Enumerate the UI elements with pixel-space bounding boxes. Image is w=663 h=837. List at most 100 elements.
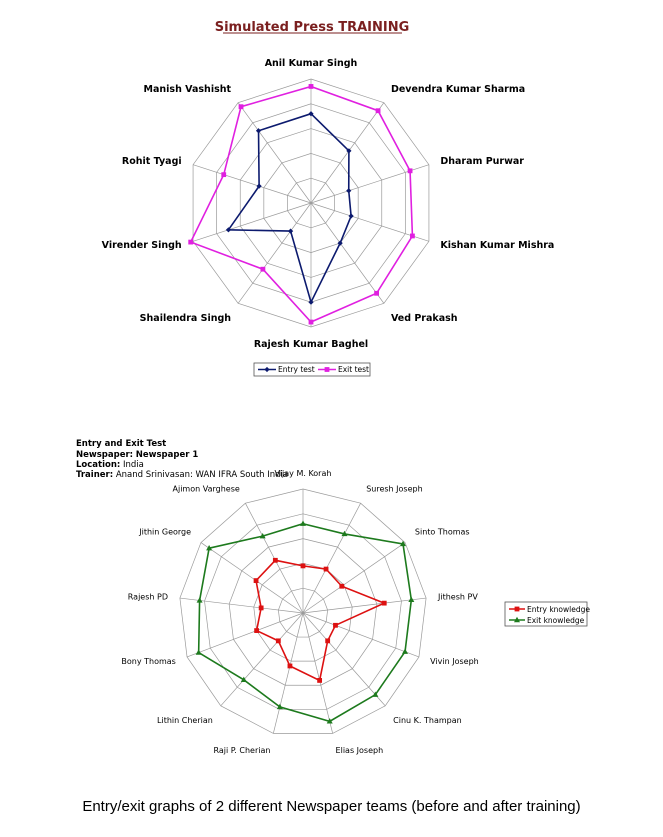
legend-label-entry: Entry knowledge [527, 605, 590, 614]
data-point-entry [308, 111, 314, 117]
data-point-exit [372, 691, 379, 697]
data-point-exit [308, 84, 314, 89]
axis-label: Jithin George [138, 528, 191, 537]
data-point-exit [196, 597, 203, 603]
figure-caption: Entry/exit graphs of 2 different Newspap… [82, 798, 581, 815]
radar-series [195, 520, 415, 724]
grid-spoke [302, 612, 420, 658]
grid-spoke [220, 612, 304, 707]
grid-spoke [302, 503, 361, 614]
axis-label: Dharam Purwar [440, 156, 524, 167]
info-newspaper-label: Newspaper: [76, 450, 133, 460]
axis-label: Rajesh PD [128, 593, 168, 602]
axis-label: Shailendra Singh [140, 313, 232, 324]
grid-spoke [310, 102, 385, 204]
info-location-label: Location: [76, 460, 120, 470]
legend-box [253, 362, 371, 377]
axis-label: Vivin Joseph [430, 657, 479, 666]
radar-grid [192, 78, 430, 328]
data-point-exit [308, 319, 314, 325]
legend-marker-exit [514, 616, 520, 623]
data-point-entry [225, 227, 232, 233]
data-point-entry [323, 566, 329, 572]
data-point-exit [400, 540, 407, 547]
axis-label: Suresh Joseph [366, 485, 422, 494]
data-point-entry [256, 183, 262, 189]
data-point-entry [346, 148, 352, 154]
data-point-exit [326, 718, 333, 724]
legend-marker-exit [324, 367, 330, 372]
grid-spoke [310, 202, 385, 304]
axis-label: Bony Thomas [121, 657, 175, 666]
data-point-entry [253, 578, 259, 583]
data-point-entry [255, 128, 262, 134]
axis-label: Raji P. Cherian [213, 746, 270, 755]
data-point-exit [240, 676, 247, 683]
info-newspaper-value: Newspaper 1 [136, 450, 199, 460]
data-point-exit [188, 239, 194, 245]
grid-spoke [192, 202, 312, 242]
axis-labels: Vijay M. Korah Suresh Joseph Sinto Thomas J… [121, 469, 478, 755]
data-point-exit [238, 104, 244, 110]
axis-label: Vijay M. Korah [275, 469, 332, 478]
legend-label-exit: Exit knowledge [527, 616, 585, 625]
grid-spoke [302, 612, 386, 707]
info-location: Location: India [76, 460, 144, 470]
axis-label: Rohit Tyagi [122, 156, 182, 167]
data-point-exit [195, 649, 202, 655]
axis-label: Rajesh Kumar Baghel [254, 339, 368, 350]
data-point-exit [410, 233, 415, 239]
grid-spoke [310, 202, 430, 242]
grid-ring [278, 587, 328, 638]
axis-labels: Anil Kumar Singh Devendra Kumar Sharma Dha… [102, 58, 555, 350]
info-trainer: Trainer: Anand Srinivasan: WAN IFRA Sout… [76, 470, 288, 480]
data-point-entry [287, 228, 294, 234]
data-point-exit [221, 172, 227, 178]
grid-spoke [237, 102, 312, 204]
data-point-entry [258, 605, 264, 611]
grid-spoke [302, 542, 406, 614]
axis-label: Devendra Kumar Sharma [391, 84, 525, 95]
grid-ring [228, 538, 378, 686]
legend-marker-entry [264, 366, 270, 373]
axis-label: Manish Vashisht [144, 84, 232, 95]
data-point-entry [275, 638, 281, 644]
data-point-entry [346, 188, 352, 194]
axis-label: Cinu K. Thampan [393, 716, 462, 725]
axis-label: Ajimon Varghese [173, 485, 240, 494]
axis-label: Elias Joseph [336, 746, 384, 755]
radar-chart-training: Simulated Press TRAINING Anil Kumar Sing… [102, 20, 555, 377]
axis-label: Ved Prakash [391, 313, 458, 324]
data-point-entry [272, 557, 278, 563]
legend: Entry knowledge Exit knowledge [504, 601, 590, 627]
data-point-exit [341, 530, 348, 537]
info-trainer-label: Trainer: [76, 470, 113, 480]
series-line-exit [197, 522, 413, 723]
data-point-exit [402, 648, 409, 654]
grid-spoke [200, 542, 304, 614]
info-location-value: India [123, 460, 144, 470]
series-line-entry [226, 112, 352, 305]
legend-label-exit: Exit test [338, 365, 369, 374]
data-point-entry [325, 638, 331, 644]
data-point-exit [408, 596, 415, 603]
grid-spoke [302, 612, 334, 734]
axis-label: Sinto Thomas [415, 528, 470, 537]
series-line-entry [255, 559, 387, 682]
legend: Entry test Exit test [253, 362, 371, 377]
data-point-exit [375, 108, 381, 114]
data-point-entry [300, 563, 306, 569]
grid-spoke [237, 202, 312, 304]
data-point-exit [206, 544, 213, 551]
legend-label-entry: Entry test [278, 365, 315, 374]
chart-title: Entry and Exit Test [76, 439, 166, 449]
axis-label: Jithesh PV [437, 593, 478, 602]
grid-ring [179, 488, 427, 734]
data-point-entry [381, 600, 387, 606]
data-point-entry [348, 213, 354, 219]
data-point-entry [287, 663, 293, 669]
axis-label: Virender Singh [102, 240, 182, 251]
data-point-exit [374, 290, 379, 296]
data-point-entry [337, 240, 343, 246]
